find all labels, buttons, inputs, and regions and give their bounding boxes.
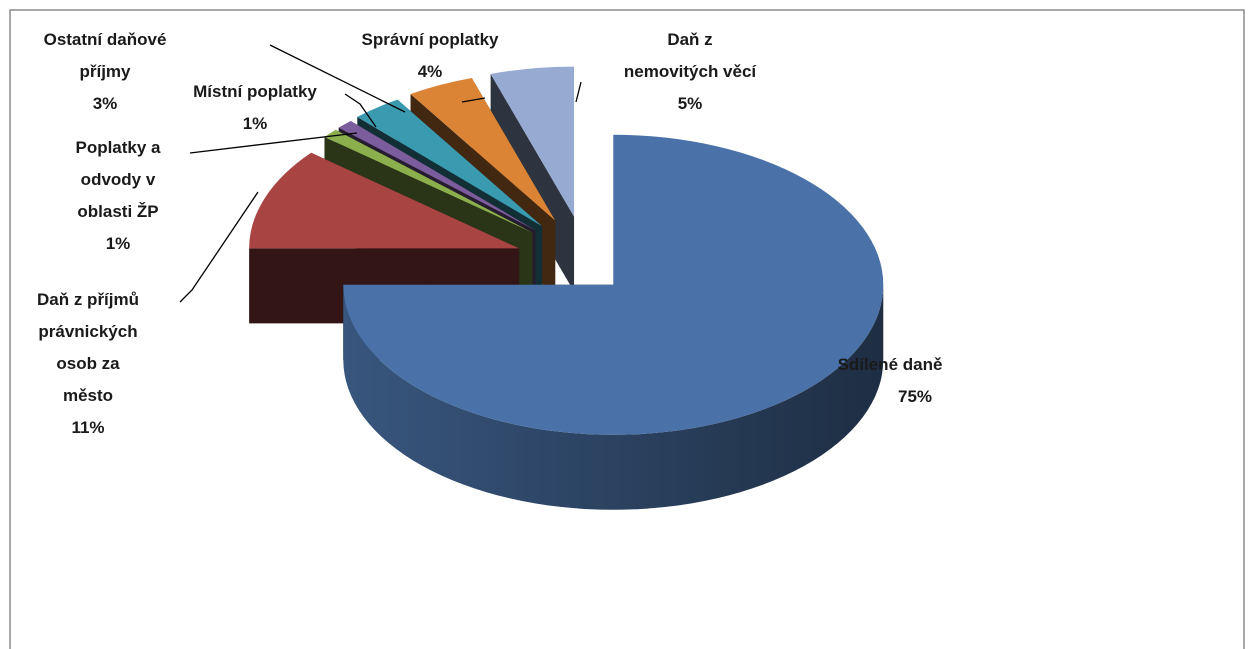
leader-line [179, 191, 259, 303]
slice [343, 134, 884, 510]
leader-lines [179, 44, 582, 303]
slice-top [324, 129, 533, 233]
value-label: 4% [417, 62, 443, 81]
pie [249, 66, 884, 510]
chart-border [9, 9, 1245, 649]
value-label: 1% [105, 234, 131, 253]
value-label: 75% [897, 387, 933, 406]
category-label: Sdílené daně [837, 355, 943, 374]
slice-top [343, 134, 884, 435]
category-label: Daň z nemovitých věcí [623, 30, 757, 81]
slice-top [249, 152, 520, 249]
value-label: 5% [677, 94, 703, 113]
value-label: 11% [71, 418, 105, 437]
slice-top [338, 121, 536, 231]
value-label: 3% [92, 94, 118, 113]
category-label: Správní poplatky [361, 30, 499, 49]
leader-line [461, 97, 486, 103]
leader-line [189, 132, 358, 154]
category-label: Místní poplatky [193, 82, 317, 101]
value-label: 1% [242, 114, 268, 133]
leader-line [269, 44, 406, 113]
slice-top [410, 78, 556, 221]
leader-line [575, 81, 582, 103]
slice-top [490, 66, 575, 217]
category-label: Daň z příjmů právnických osob za město [36, 290, 140, 405]
leader-line [344, 93, 377, 128]
category-label: Ostatní daňové příjmy [43, 30, 167, 81]
category-label: Poplatky a odvody v oblasti ŽP [75, 138, 161, 221]
slice-side [343, 284, 884, 510]
slice-top [357, 99, 543, 227]
